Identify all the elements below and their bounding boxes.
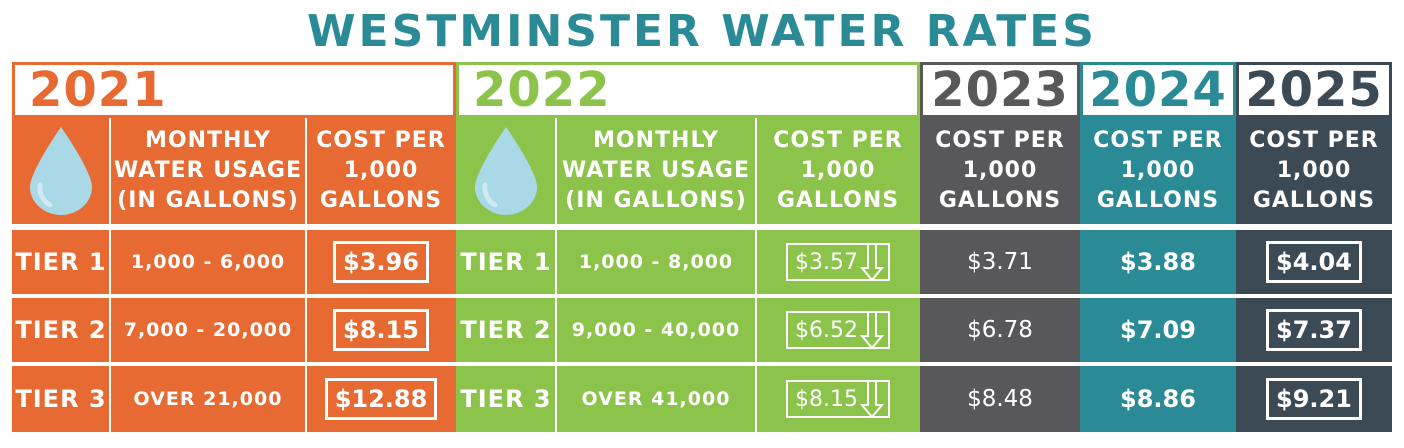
- cost-header-line: COST PER: [1249, 128, 1379, 153]
- price-2024: $3.88: [1080, 230, 1236, 294]
- price-decrease-badge: $6.52: [786, 311, 890, 350]
- price-2021: $12.88: [306, 366, 456, 432]
- cost-header-line: 1,000: [800, 158, 876, 183]
- price-2021: $8.15: [306, 298, 456, 362]
- year-2022: 2022: [456, 62, 920, 118]
- usage-header-line: (IN GALLONS): [565, 188, 747, 213]
- cost-header-line: GALLONS: [1096, 188, 1220, 213]
- drop-cell-2021: [12, 118, 110, 224]
- price-value: $3.96: [333, 241, 429, 283]
- cost-header-2022: COST PER 1,000 GALLONS: [756, 118, 920, 224]
- tier-label-2022: TIER 1: [456, 230, 556, 294]
- down-arrow-icon: [859, 243, 884, 282]
- row-divider: [12, 294, 1392, 298]
- price-2021: $3.96: [306, 230, 456, 294]
- tier-label-2021: TIER 3: [12, 366, 110, 432]
- usage-range-2021: 1,000 - 6,000: [110, 230, 306, 294]
- price-2023: $8.48: [920, 366, 1080, 432]
- price-2025: $7.37: [1236, 298, 1392, 362]
- tier-label-2021: TIER 2: [12, 298, 110, 362]
- row-divider: [12, 362, 1392, 366]
- price-value: $6.52: [795, 317, 858, 343]
- cost-header-line: 1,000: [1120, 158, 1196, 183]
- tier-label-2021: TIER 1: [12, 230, 110, 294]
- cost-header-line: GALLONS: [776, 188, 900, 213]
- price-value: $8.15: [333, 309, 429, 351]
- price-decrease-badge: $3.57: [786, 243, 890, 282]
- column-divider: [305, 118, 307, 432]
- drop-cell-2022: [456, 118, 556, 224]
- page-title: WESTMINSTER WATER RATES: [307, 6, 1097, 57]
- price-2023: $6.78: [920, 298, 1080, 362]
- usage-header-2022: MONTHLY WATER USAGE (IN GALLONS): [556, 118, 756, 224]
- price-2025: $9.21: [1236, 366, 1392, 432]
- price-2025: $4.04: [1236, 230, 1392, 294]
- year-2023: 2023: [920, 62, 1080, 118]
- usage-range-2021: OVER 21,000: [110, 366, 306, 432]
- down-arrow-icon: [859, 380, 884, 419]
- cost-header-2025: COST PER 1,000 GALLONS: [1236, 118, 1392, 224]
- cost-header-line: COST PER: [1093, 128, 1223, 153]
- price-value: $8.15: [795, 386, 858, 412]
- cost-header-2021: COST PER 1,000 GALLONS: [306, 118, 456, 224]
- usage-header-line: MONTHLY: [593, 128, 719, 153]
- price-2022: $6.52: [756, 298, 920, 362]
- tier-label-2022: TIER 2: [456, 298, 556, 362]
- cost-header-line: COST PER: [773, 128, 903, 153]
- usage-header-line: (IN GALLONS): [117, 188, 299, 213]
- down-arrow-icon: [859, 311, 884, 350]
- year-2025: 2025: [1236, 62, 1392, 118]
- usage-range-2022: OVER 41,000: [556, 366, 756, 432]
- usage-header-line: WATER USAGE: [113, 158, 303, 183]
- water-drop-icon: [475, 127, 537, 215]
- usage-range-2021: 7,000 - 20,000: [110, 298, 306, 362]
- cost-header-line: COST PER: [935, 128, 1065, 153]
- year-2024: 2024: [1080, 62, 1236, 118]
- usage-header-2021: MONTHLY WATER USAGE (IN GALLONS): [110, 118, 306, 224]
- price-value: $4.04: [1266, 241, 1362, 283]
- cost-header-line: GALLONS: [938, 188, 1062, 213]
- price-2024: $8.86: [1080, 366, 1236, 432]
- cost-header-line: 1,000: [343, 158, 419, 183]
- tier-label-2022: TIER 3: [456, 366, 556, 432]
- column-divider: [555, 118, 557, 432]
- price-2024: $7.09: [1080, 298, 1236, 362]
- price-value: $3.57: [795, 249, 858, 275]
- cost-header-2024: COST PER 1,000 GALLONS: [1080, 118, 1236, 224]
- price-decrease-badge: $8.15: [786, 380, 890, 419]
- usage-header-line: WATER USAGE: [561, 158, 751, 183]
- row-divider: [12, 225, 1392, 229]
- cost-header-line: 1,000: [1276, 158, 1352, 183]
- price-value: $12.88: [324, 378, 438, 420]
- water-drop-icon: [30, 127, 92, 215]
- usage-range-2022: 1,000 - 8,000: [556, 230, 756, 294]
- cost-header-line: GALLONS: [1252, 188, 1376, 213]
- cost-header-line: GALLONS: [319, 188, 443, 213]
- cost-header-2023: COST PER 1,000 GALLONS: [920, 118, 1080, 224]
- year-2021: 2021: [12, 62, 456, 118]
- usage-range-2022: 9,000 - 40,000: [556, 298, 756, 362]
- price-2022: $3.57: [756, 230, 920, 294]
- column-divider: [109, 118, 111, 432]
- price-value: $9.21: [1266, 378, 1362, 420]
- price-2023: $3.71: [920, 230, 1080, 294]
- usage-header-line: MONTHLY: [145, 128, 271, 153]
- cost-header-line: 1,000: [962, 158, 1038, 183]
- column-divider: [755, 118, 757, 432]
- cost-header-line: COST PER: [316, 128, 446, 153]
- price-value: $7.37: [1266, 309, 1362, 351]
- price-2022: $8.15: [756, 366, 920, 432]
